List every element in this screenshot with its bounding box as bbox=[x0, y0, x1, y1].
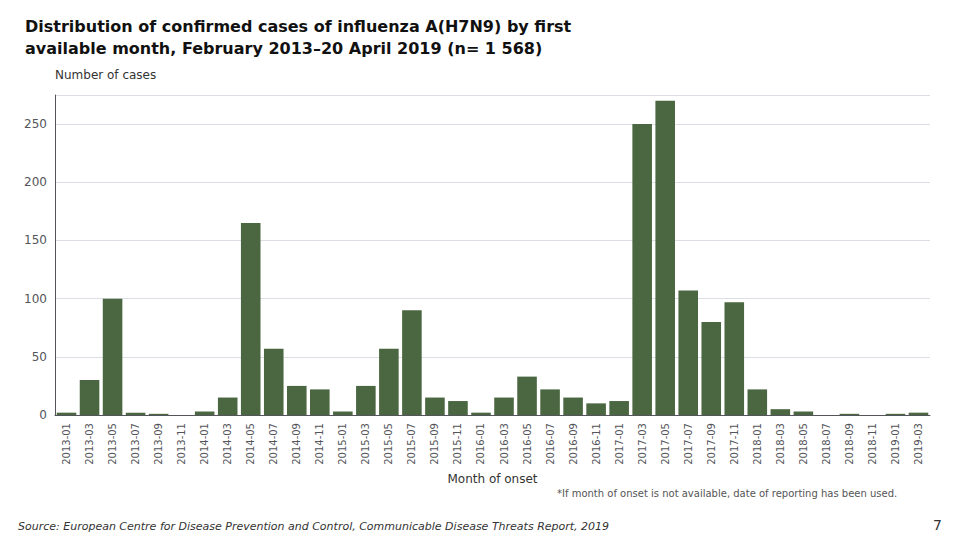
svg-text:*If month of onset is not avai: *If month of onset is not available, dat… bbox=[557, 488, 897, 499]
svg-text:0: 0 bbox=[39, 408, 47, 422]
svg-text:2016-01: 2016-01 bbox=[475, 423, 486, 465]
svg-text:2018-01: 2018-01 bbox=[752, 423, 763, 465]
svg-text:2015-01: 2015-01 bbox=[337, 423, 348, 465]
svg-text:2016-11: 2016-11 bbox=[591, 423, 602, 465]
svg-text:2013-05: 2013-05 bbox=[107, 423, 118, 465]
svg-text:2014-05: 2014-05 bbox=[245, 423, 256, 465]
svg-text:2013-01: 2013-01 bbox=[61, 423, 72, 465]
svg-text:2016-09: 2016-09 bbox=[568, 423, 579, 465]
svg-text:2018-07: 2018-07 bbox=[821, 423, 832, 465]
svg-text:200: 200 bbox=[24, 175, 47, 189]
svg-text:2014-03: 2014-03 bbox=[222, 423, 233, 465]
svg-text:2017-09: 2017-09 bbox=[706, 423, 717, 465]
svg-text:2015-05: 2015-05 bbox=[383, 423, 394, 465]
svg-text:2013-03: 2013-03 bbox=[84, 423, 95, 465]
svg-text:2013-09: 2013-09 bbox=[153, 423, 164, 465]
svg-text:2018-05: 2018-05 bbox=[798, 423, 809, 465]
svg-text:50: 50 bbox=[32, 350, 47, 364]
svg-text:Month of onset: Month of onset bbox=[447, 472, 537, 486]
svg-text:2015-11: 2015-11 bbox=[452, 423, 463, 465]
svg-text:2015-03: 2015-03 bbox=[360, 423, 371, 465]
svg-text:2014-01: 2014-01 bbox=[199, 423, 210, 465]
svg-text:100: 100 bbox=[24, 292, 47, 306]
svg-text:2018-09: 2018-09 bbox=[844, 423, 855, 465]
svg-text:2017-11: 2017-11 bbox=[729, 423, 740, 465]
svg-text:2017-07: 2017-07 bbox=[683, 423, 694, 465]
svg-text:2017-01: 2017-01 bbox=[614, 423, 625, 465]
svg-text:Number of cases: Number of cases bbox=[55, 68, 156, 82]
svg-text:250: 250 bbox=[24, 117, 47, 131]
svg-text:2016-07: 2016-07 bbox=[545, 423, 556, 465]
svg-text:7: 7 bbox=[933, 517, 942, 533]
svg-text:2015-09: 2015-09 bbox=[429, 423, 440, 465]
svg-text:Source: European Centre for Di: Source: European Centre for Disease Prev… bbox=[18, 520, 609, 533]
svg-text:2019-01: 2019-01 bbox=[890, 423, 901, 465]
svg-text:2016-03: 2016-03 bbox=[499, 423, 510, 465]
svg-text:2019-03: 2019-03 bbox=[913, 423, 924, 465]
svg-text:150: 150 bbox=[24, 233, 47, 247]
svg-text:2018-03: 2018-03 bbox=[775, 423, 786, 465]
svg-text:2014-11: 2014-11 bbox=[314, 423, 325, 465]
svg-text:2018-11: 2018-11 bbox=[867, 423, 878, 465]
svg-text:Distribution of confirmed case: Distribution of confirmed cases of influ… bbox=[25, 17, 572, 36]
svg-text:2017-03: 2017-03 bbox=[637, 423, 648, 465]
svg-text:2013-11: 2013-11 bbox=[176, 423, 187, 465]
svg-text:2013-07: 2013-07 bbox=[130, 423, 141, 465]
svg-text:available month, February 2013: available month, February 2013–20 April … bbox=[25, 39, 542, 58]
svg-text:2017-05: 2017-05 bbox=[660, 423, 671, 465]
svg-text:2016-05: 2016-05 bbox=[522, 423, 533, 465]
svg-text:2015-07: 2015-07 bbox=[406, 423, 417, 465]
svg-text:2014-07: 2014-07 bbox=[268, 423, 279, 465]
svg-text:2014-09: 2014-09 bbox=[291, 423, 302, 465]
